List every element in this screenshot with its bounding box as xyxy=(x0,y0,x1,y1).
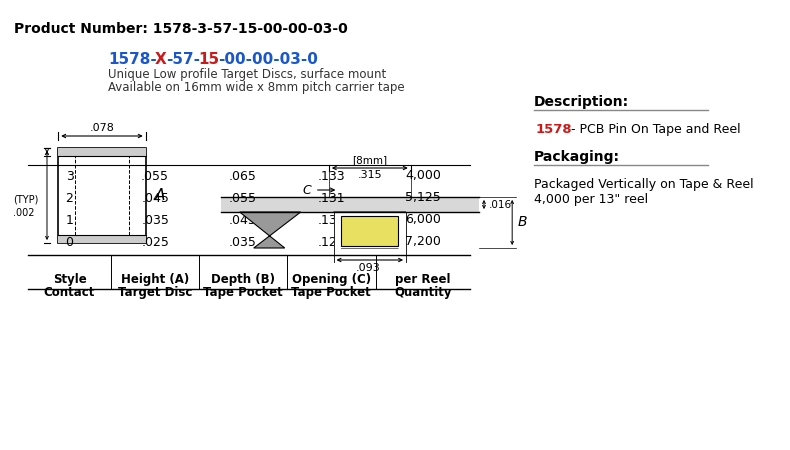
Text: .055: .055 xyxy=(141,170,169,183)
Text: 15: 15 xyxy=(198,52,220,67)
Text: .131: .131 xyxy=(318,192,345,204)
Polygon shape xyxy=(333,212,406,248)
Text: Style: Style xyxy=(53,273,86,286)
Text: Packaging:: Packaging: xyxy=(534,150,620,164)
Text: .035: .035 xyxy=(141,213,169,226)
Text: 6,000: 6,000 xyxy=(405,213,441,226)
Text: Tape Pocket: Tape Pocket xyxy=(203,286,283,299)
Text: Packaged Vertically on Tape & Reel: Packaged Vertically on Tape & Reel xyxy=(534,178,754,191)
Bar xyxy=(341,216,398,246)
Bar xyxy=(58,235,145,243)
Text: .055: .055 xyxy=(229,192,257,204)
Text: .025: .025 xyxy=(141,235,169,248)
Text: Depth (B): Depth (B) xyxy=(211,273,275,286)
Text: 3: 3 xyxy=(66,170,73,183)
Text: Contact: Contact xyxy=(44,286,96,299)
Text: Tape Pocket: Tape Pocket xyxy=(292,286,371,299)
Text: .120: .120 xyxy=(318,235,345,248)
Bar xyxy=(221,197,480,212)
Text: .065: .065 xyxy=(229,170,257,183)
Text: 7,200: 7,200 xyxy=(405,235,441,248)
Text: .130: .130 xyxy=(318,213,345,226)
Text: - PCB Pin On Tape and Reel: - PCB Pin On Tape and Reel xyxy=(566,123,740,136)
Bar xyxy=(58,148,145,243)
Text: .035: .035 xyxy=(229,235,257,248)
Text: Opening (C): Opening (C) xyxy=(292,273,371,286)
Text: B: B xyxy=(517,216,527,230)
Bar xyxy=(333,212,406,248)
Text: Available on 16mm wide x 8mm pitch carrier tape: Available on 16mm wide x 8mm pitch carri… xyxy=(108,81,404,94)
Text: Description:: Description: xyxy=(534,95,629,109)
Text: 5,125: 5,125 xyxy=(405,192,441,204)
Text: 0: 0 xyxy=(66,235,73,248)
Text: Unique Low profile Target Discs, surface mount: Unique Low profile Target Discs, surface… xyxy=(108,68,386,81)
Polygon shape xyxy=(239,212,301,248)
Text: [8mm]: [8mm] xyxy=(352,155,387,165)
Text: 4,000 per 13" reel: 4,000 per 13" reel xyxy=(534,193,648,206)
Text: 1578: 1578 xyxy=(536,123,572,136)
Text: -00-00-03-0: -00-00-03-0 xyxy=(219,52,318,67)
Text: .016: .016 xyxy=(489,199,512,210)
Text: -57-: -57- xyxy=(166,52,200,67)
Text: .315: .315 xyxy=(358,170,382,180)
Text: (TYP): (TYP) xyxy=(13,195,39,205)
Text: 4,000: 4,000 xyxy=(405,170,441,183)
Text: .078: .078 xyxy=(89,123,115,133)
Text: 1: 1 xyxy=(66,213,73,226)
Text: 1578-: 1578- xyxy=(108,52,157,67)
Text: per Reel: per Reel xyxy=(395,273,450,286)
Text: A: A xyxy=(155,188,165,203)
Text: Product Number: 1578-3-57-15-00-00-03-0: Product Number: 1578-3-57-15-00-00-03-0 xyxy=(14,22,348,36)
Text: .045: .045 xyxy=(141,192,169,204)
Text: Height (A): Height (A) xyxy=(121,273,189,286)
Text: .093: .093 xyxy=(356,263,381,273)
Text: X: X xyxy=(154,52,166,67)
Text: .045: .045 xyxy=(229,213,257,226)
Text: .133: .133 xyxy=(318,170,345,183)
Text: 2: 2 xyxy=(66,192,73,204)
Bar xyxy=(58,148,145,156)
Text: .002: .002 xyxy=(13,208,35,218)
Text: Quantity: Quantity xyxy=(394,286,452,299)
Text: Target Disc: Target Disc xyxy=(118,286,192,299)
Text: C: C xyxy=(303,184,311,197)
